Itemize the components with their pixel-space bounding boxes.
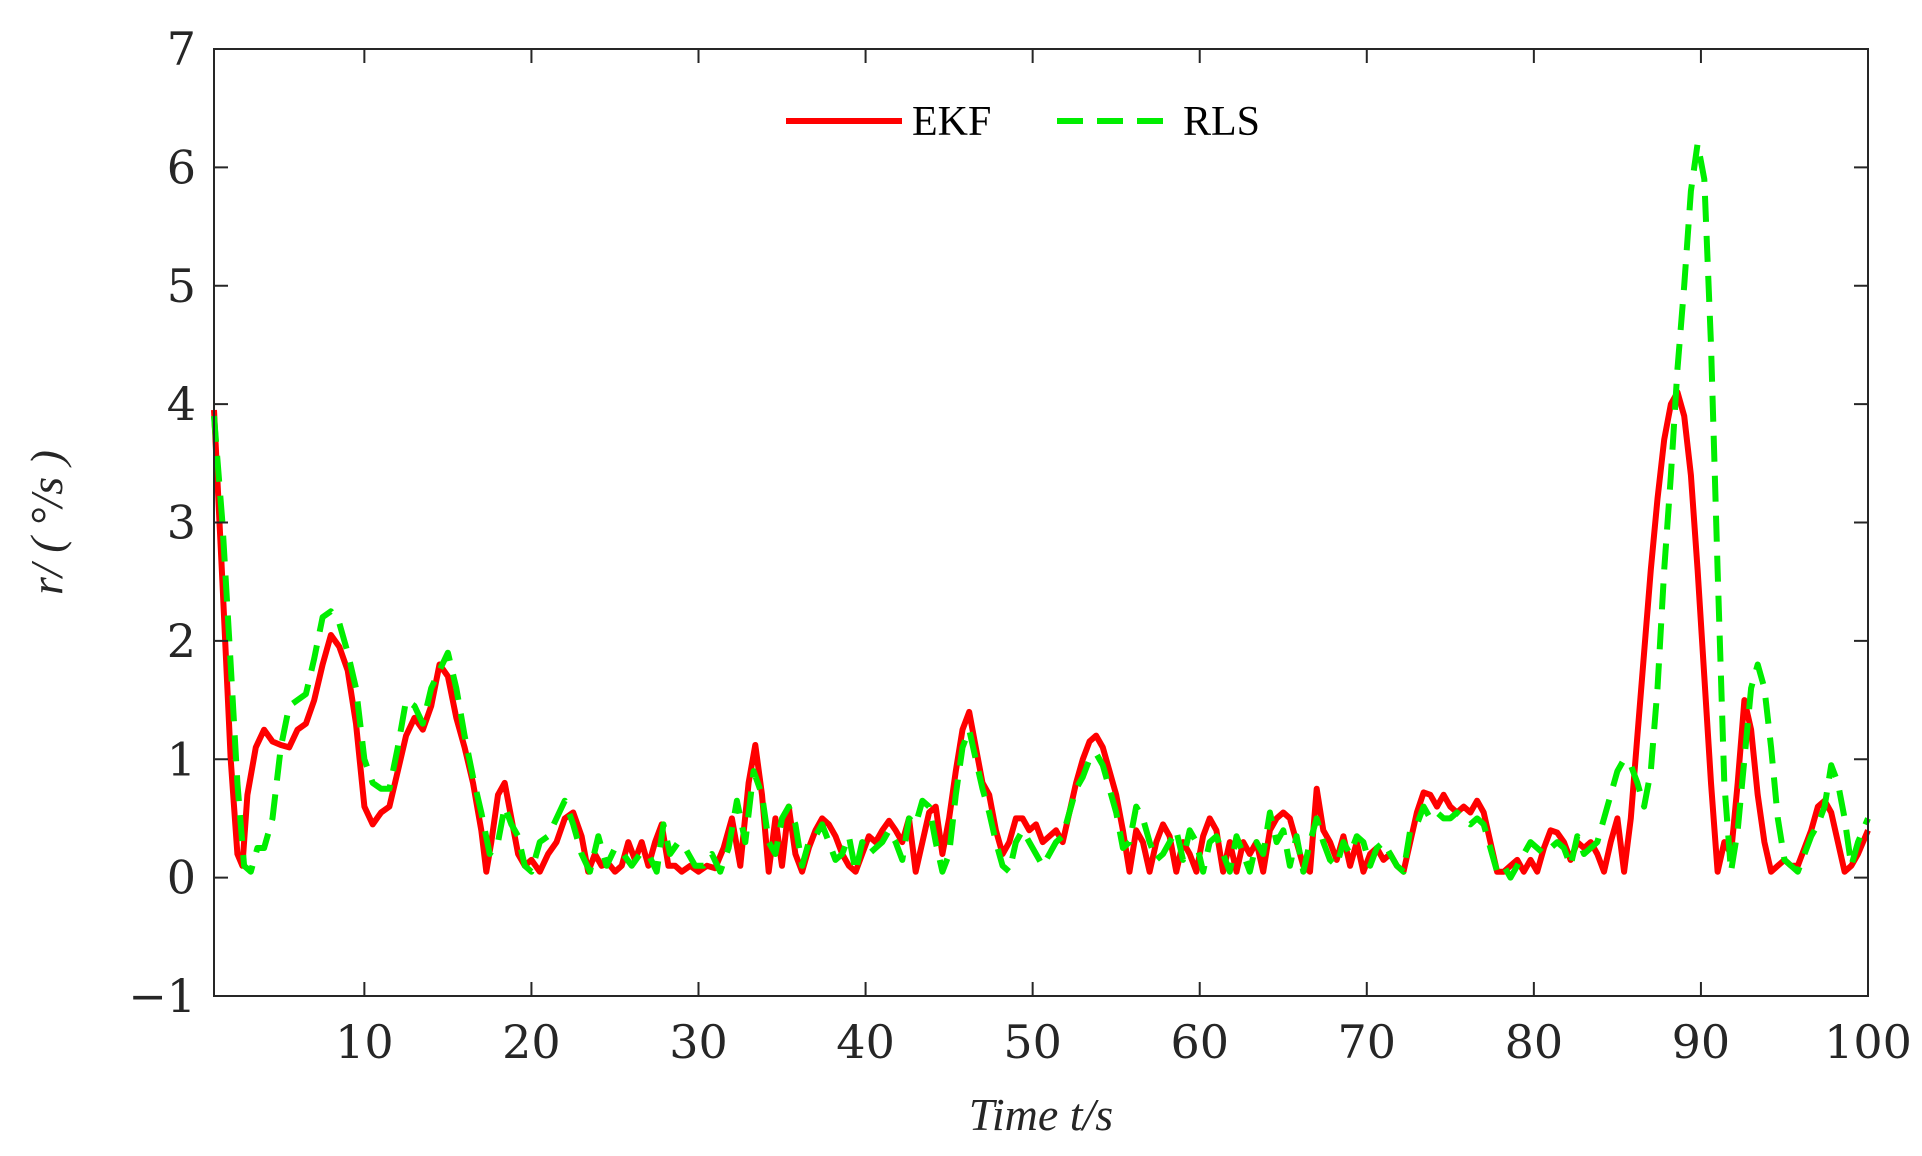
- y-tick-label: 0: [167, 851, 196, 905]
- series-line-rls: [211, 140, 1871, 881]
- x-tick-label: 100: [1824, 1015, 1912, 1069]
- y-tick-label: 6: [167, 140, 196, 194]
- y-tick-label: 3: [167, 496, 196, 550]
- x-tick-label: 50: [1003, 1015, 1062, 1069]
- y-tick-label: −1: [128, 969, 196, 1023]
- ticks-layer: 10 20 30 40 50 60 70 80 90 100 −1 0 1 2 3 4 5 6 7: [128, 22, 1912, 1069]
- y-tick-label: 2: [167, 614, 196, 668]
- y-tick-label: 1: [167, 732, 196, 786]
- legend: EKF RLS: [786, 99, 1260, 145]
- x-axis-label: Time t/s: [969, 1089, 1113, 1140]
- x-tick-label: 40: [836, 1015, 895, 1069]
- labels-layer: Time t/s r/ ( °/s ): [21, 450, 1113, 1140]
- series-layer: [211, 140, 1871, 881]
- legend-label-ekf: EKF: [912, 99, 991, 145]
- x-tick-label: 70: [1338, 1015, 1397, 1069]
- x-tick-label: 80: [1505, 1015, 1564, 1069]
- legend-label-rls: RLS: [1183, 99, 1260, 145]
- x-tick-label: 30: [669, 1015, 728, 1069]
- x-tick-label: 60: [1170, 1015, 1229, 1069]
- y-tick-label: 4: [167, 377, 196, 431]
- y-tick-label: 5: [167, 259, 196, 313]
- x-tick-label: 90: [1672, 1015, 1731, 1069]
- y-axis-label: r/ ( °/s ): [21, 450, 72, 595]
- y-tick-label: 7: [167, 22, 196, 76]
- x-tick-label: 20: [502, 1015, 561, 1069]
- x-tick-label: 10: [335, 1015, 394, 1069]
